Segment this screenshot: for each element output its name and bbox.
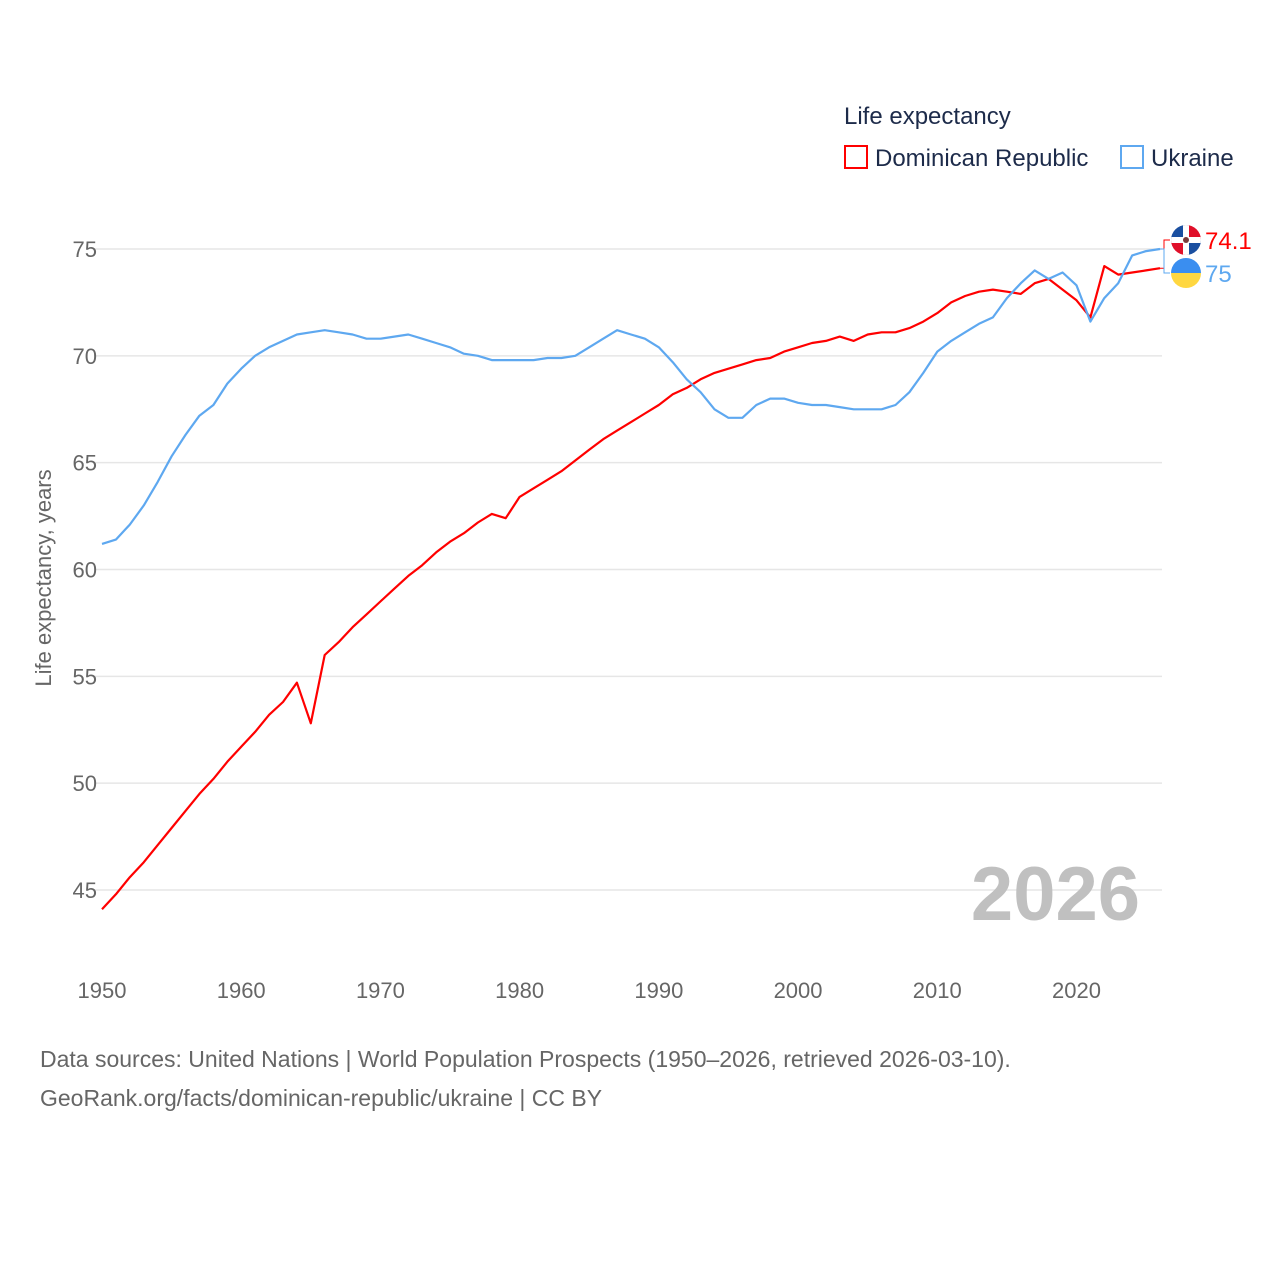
end-value-label: 74.1 (1205, 228, 1252, 255)
series-line-dominican-republic (101, 265, 1161, 910)
legend-swatch-dominican-republic[interactable] (844, 145, 868, 169)
legend-label-ukraine[interactable]: Ukraine (1151, 145, 1234, 172)
x-tick-label: 1950 (78, 978, 127, 1003)
year-watermark: 2026 (971, 852, 1140, 937)
dominican-republic-flag-icon (1171, 225, 1201, 255)
y-tick-label: 70 (73, 344, 97, 369)
y-tick-label: 75 (73, 237, 97, 262)
y-tick-label: 45 (73, 878, 97, 903)
y-tick-label: 50 (73, 771, 97, 796)
y-tick-label: 55 (73, 664, 97, 689)
x-tick-label: 1990 (634, 978, 683, 1003)
x-tick-label: 2010 (913, 978, 962, 1003)
x-tick-label: 1960 (217, 978, 266, 1003)
flag-emblem (1183, 237, 1189, 243)
legend: Life expectancy Dominican Republic Ukrai… (844, 103, 1234, 172)
end-connector (1160, 248, 1170, 274)
y-tick-label: 65 (73, 451, 97, 476)
x-tick-label: 2020 (1052, 978, 1101, 1003)
ukraine-flag-icon (1171, 258, 1201, 288)
flag-blue (1171, 258, 1201, 273)
legend-swatch-ukraine[interactable] (1120, 145, 1144, 169)
source-link[interactable]: GeoRank.org/facts/dominican-republic/ukr… (40, 1085, 603, 1111)
flag-body (1171, 225, 1201, 255)
legend-label-dominican-republic[interactable]: Dominican Republic (875, 145, 1088, 172)
x-tick-label: 1980 (495, 978, 544, 1003)
legend-title: Life expectancy (844, 103, 1011, 130)
x-tick-label: 2000 (774, 978, 823, 1003)
end-value-label: 75 (1205, 261, 1232, 288)
source-note: Data sources: United Nations | World Pop… (40, 1046, 1011, 1072)
x-tick-label: 1970 (356, 978, 405, 1003)
flag-yellow (1171, 273, 1201, 288)
y-tick-label: 60 (73, 558, 97, 583)
series-line-ukraine (101, 247, 1161, 545)
end-connector (1160, 239, 1170, 269)
flag-body (1171, 258, 1201, 288)
y-axis-title: Life expectancy, years (31, 469, 56, 686)
